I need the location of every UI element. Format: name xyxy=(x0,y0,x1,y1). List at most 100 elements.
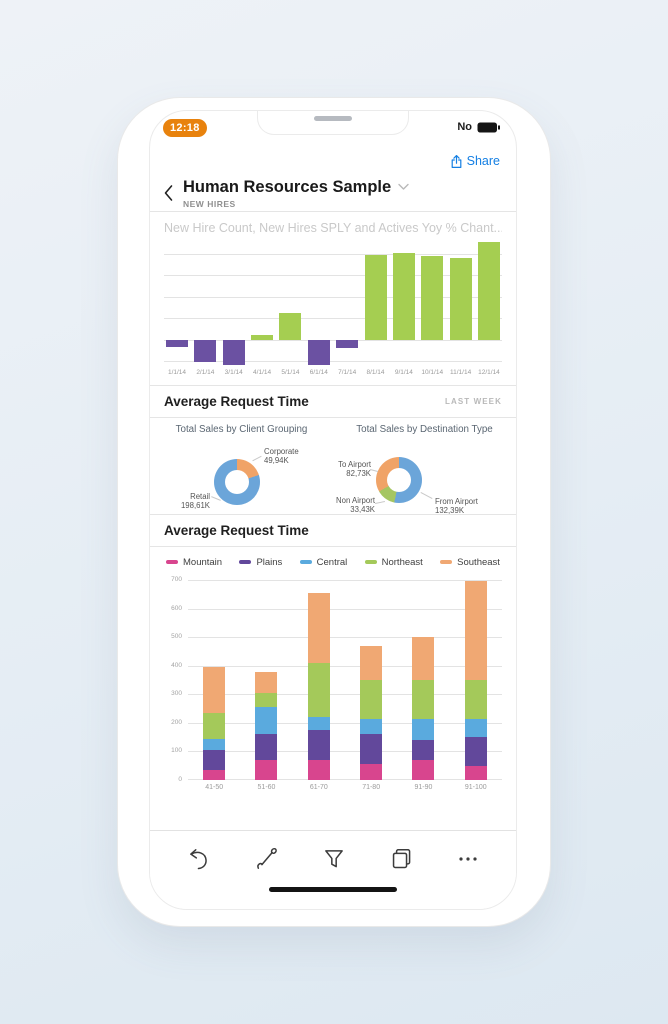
annotate-button[interactable] xyxy=(254,846,280,872)
bar-segment[interactable] xyxy=(255,734,278,760)
bar-segment[interactable] xyxy=(412,637,435,681)
bar-column[interactable] xyxy=(307,242,330,366)
destination-type-donut-chart[interactable] xyxy=(376,457,422,503)
bar-segment[interactable] xyxy=(307,717,330,730)
bar-segment[interactable] xyxy=(477,242,500,340)
bar-segment[interactable] xyxy=(449,257,472,340)
bar-segment[interactable] xyxy=(360,680,383,719)
bar-segment[interactable] xyxy=(279,312,302,340)
bar-segment[interactable] xyxy=(464,737,487,766)
stacked-bar-column[interactable] xyxy=(255,671,278,780)
bar-segment[interactable] xyxy=(336,339,359,348)
stacked-bar-column[interactable] xyxy=(360,645,383,780)
stacked-bar-column[interactable] xyxy=(412,637,435,780)
bar-segment[interactable] xyxy=(255,707,278,735)
y-axis-tick-label: 600 xyxy=(171,604,182,612)
bar-segment[interactable] xyxy=(464,718,487,738)
bar-segment[interactable] xyxy=(364,254,387,340)
bar-column[interactable] xyxy=(166,242,188,366)
label-connector-line xyxy=(252,455,262,462)
bar-segment[interactable] xyxy=(464,765,487,780)
bar-segment[interactable] xyxy=(307,339,330,366)
x-axis-tick-label: 3/1/14 xyxy=(224,369,243,376)
x-axis-tick-label: 7/1/14 xyxy=(338,369,357,376)
stacked-bar-chart[interactable] xyxy=(188,580,502,780)
label-connector-line xyxy=(420,492,433,499)
bar-segment[interactable] xyxy=(412,760,435,780)
new-hires-bar-chart[interactable] xyxy=(164,242,502,366)
legend-item[interactable]: Southeast xyxy=(440,557,500,568)
bar-segment[interactable] xyxy=(360,764,383,780)
bar-segment[interactable] xyxy=(464,581,487,680)
bar-column[interactable] xyxy=(421,242,444,366)
legend-item[interactable]: Northeast xyxy=(364,557,423,568)
bar-segment[interactable] xyxy=(307,592,330,663)
bar-segment[interactable] xyxy=(255,760,278,780)
undo-button[interactable] xyxy=(186,846,212,872)
bar-segment[interactable] xyxy=(412,740,435,760)
client-grouping-donut-chart[interactable] xyxy=(214,459,260,505)
bar-segment[interactable] xyxy=(360,718,383,735)
chevron-down-icon[interactable] xyxy=(398,183,409,191)
bar-segment[interactable] xyxy=(166,339,188,348)
bar-segment[interactable] xyxy=(360,645,383,681)
pages-button[interactable] xyxy=(389,846,415,872)
bar-segment[interactable] xyxy=(412,718,435,740)
bar-column[interactable] xyxy=(477,242,500,366)
destination-type-tile[interactable]: Total Sales by Destination Type To Airpo… xyxy=(333,418,516,515)
phone-screen: 12:18 No Share xyxy=(149,110,517,910)
stacked-bar-column[interactable] xyxy=(203,667,226,780)
bar-segment[interactable] xyxy=(255,692,278,708)
bar-segment[interactable] xyxy=(360,734,383,765)
x-axis-tick-label: 11/1/14 xyxy=(449,369,472,376)
new-hires-chart-tile[interactable]: New Hire Count, New Hires SPLY and Activ… xyxy=(150,212,516,385)
stacked-chart-tile[interactable]: Mountain Plains Central Northeast Southeast … xyxy=(150,547,516,802)
bar-segment[interactable] xyxy=(307,730,330,760)
bar-segment[interactable] xyxy=(203,750,226,770)
filter-button[interactable] xyxy=(321,846,347,872)
back-chevron-icon[interactable] xyxy=(163,184,174,202)
more-button[interactable] xyxy=(456,847,480,871)
stacked-bar-column[interactable] xyxy=(464,581,487,780)
bar-column[interactable] xyxy=(392,242,415,366)
legend-item[interactable]: Central xyxy=(299,557,347,568)
bar-segment[interactable] xyxy=(307,760,330,780)
bar-segment[interactable] xyxy=(392,252,415,340)
bar-column[interactable] xyxy=(194,242,217,366)
section-header-request-time-2: Average Request Time xyxy=(150,515,516,547)
bar-column[interactable] xyxy=(336,242,359,366)
bar-column[interactable] xyxy=(222,242,245,366)
bar-column[interactable] xyxy=(251,242,274,366)
bar-segment[interactable] xyxy=(203,770,226,780)
x-axis-labels: 1/1/14 2/1/14 3/1/14 4/1/14 5/1/14 6/1/14 7/1/… xyxy=(164,369,502,379)
bar-segment[interactable] xyxy=(203,667,226,713)
legend-item[interactable]: Plains xyxy=(239,557,282,568)
x-axis-tick-label: 9/1/14 xyxy=(394,369,413,376)
bar-segment[interactable] xyxy=(251,335,274,340)
bar-segment[interactable] xyxy=(412,680,435,719)
bar-segment[interactable] xyxy=(464,679,487,719)
status-time-badge: 12:18 xyxy=(163,119,207,137)
bar-segment[interactable] xyxy=(421,255,444,340)
legend-item[interactable]: Mountain xyxy=(166,557,222,568)
divider xyxy=(150,514,516,515)
bar-column[interactable] xyxy=(364,242,387,366)
report-header: Human Resources Sample NEW HIRES xyxy=(150,175,516,211)
client-grouping-tile[interactable]: Total Sales by Client Grouping Corporate… xyxy=(150,418,333,514)
home-indicator[interactable] xyxy=(269,887,397,892)
slice-label-corporate: Corporate 49,94K xyxy=(264,447,299,466)
stacked-bar-column[interactable] xyxy=(307,592,330,780)
x-axis-tick-label: 4/1/14 xyxy=(253,369,272,376)
bar-column[interactable] xyxy=(279,242,302,366)
filter-funnel-icon xyxy=(325,850,343,868)
y-axis-tick-label: 700 xyxy=(171,576,182,583)
bar-segment[interactable] xyxy=(222,339,245,366)
share-button[interactable]: Share xyxy=(450,154,500,169)
bar-segment[interactable] xyxy=(194,339,217,363)
bar-segment[interactable] xyxy=(203,738,226,750)
bar-segment[interactable] xyxy=(255,671,278,693)
bar-column[interactable] xyxy=(449,242,472,366)
divider xyxy=(150,385,516,386)
bar-segment[interactable] xyxy=(203,712,226,739)
bar-segment[interactable] xyxy=(307,662,330,718)
